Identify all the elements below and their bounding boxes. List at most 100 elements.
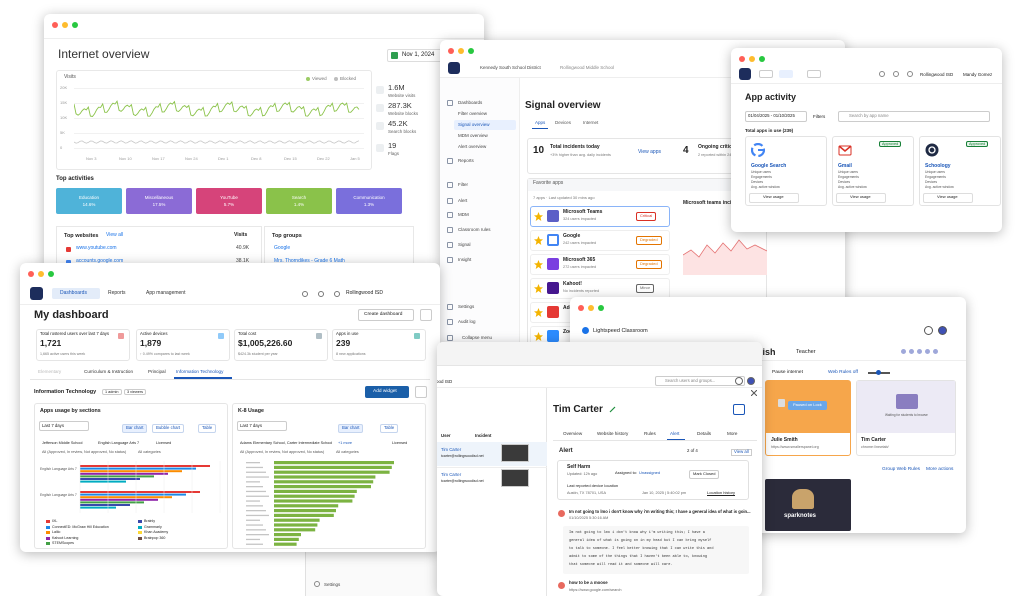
window-control[interactable] [759,56,765,62]
window-control[interactable] [458,48,464,54]
activity-tile[interactable] [336,188,402,214]
view-usage-button[interactable] [923,193,973,203]
nav-icon[interactable] [747,377,755,385]
tab[interactable]: Apps [535,120,546,125]
window-control[interactable] [448,48,454,54]
nav-icon[interactable] [807,70,821,78]
nav-item[interactable]: Alert overview [458,144,487,149]
view-toggle[interactable]: Bubble chart [152,424,185,433]
toolbar-icon[interactable] [879,71,885,77]
window-control[interactable] [52,22,58,28]
window-control[interactable] [72,22,78,28]
site-link[interactable]: accounts.google.com [76,258,124,264]
dashboard-tab[interactable]: Principal [148,369,166,374]
nav-item[interactable]: Classroom rules [458,227,491,232]
header-icon[interactable] [924,326,933,335]
create-button[interactable] [358,309,414,321]
activity-tile[interactable] [126,188,192,214]
nav-item[interactable]: MDM overview [458,133,488,138]
view-apps-link[interactable]: View apps [638,149,661,155]
nav-item[interactable]: Collapse menu [462,335,493,340]
view-usage-button[interactable] [749,193,799,203]
app-row[interactable] [530,254,670,275]
nav-item[interactable]: Alert [458,198,468,203]
user-row[interactable] [437,467,547,491]
student-card[interactable] [856,380,956,456]
nav-item[interactable]: Insight [458,257,472,262]
group-link[interactable]: Google [274,245,291,251]
window-control[interactable] [739,56,745,62]
nav-item[interactable]: Reports [458,158,474,163]
search-box[interactable] [838,111,990,122]
dashboard-tab[interactable]: Curriculum & Instruction [84,369,134,374]
nav-item[interactable]: Audit log [458,319,476,324]
location-history-link[interactable]: Location history [707,490,736,495]
app-card[interactable] [919,136,1001,206]
detail-tab[interactable]: Website history [597,431,629,436]
activity-tile[interactable] [196,188,262,214]
dashboard-tab[interactable]: Elementary [38,369,62,374]
mark-closed-button[interactable]: Mark Closed [689,470,720,479]
nav-item[interactable]: Filter overview [458,111,488,116]
toolbar-icon[interactable] [907,71,913,77]
tab[interactable]: Internet [583,120,599,125]
nav-item[interactable]: Signal overview [458,122,490,127]
toolbar-icon[interactable] [893,71,899,77]
web-rules-toggle[interactable]: Web Rules off [828,370,858,375]
assignee[interactable]: Unassigned [639,470,661,475]
app-card[interactable] [745,136,827,206]
app-row[interactable] [530,206,670,227]
detail-tab[interactable]: More [727,431,738,436]
nav-item[interactable]: Dashboards [60,290,87,296]
detail-tab[interactable]: Alert [670,431,680,436]
app-row[interactable] [530,230,670,251]
window-control[interactable] [588,305,594,311]
dashboard-tab[interactable]: Information Technology [176,369,224,374]
view-toggle[interactable]: Bar chart [338,424,364,433]
app-card[interactable] [832,136,914,206]
more-button[interactable] [420,309,432,321]
window-control[interactable] [468,48,474,54]
tab[interactable]: Devices [555,120,572,125]
window-control[interactable] [38,271,44,277]
window-control[interactable] [578,305,584,311]
detail-tab[interactable]: Details [697,431,712,436]
more-button[interactable] [733,404,745,415]
settings-link[interactable]: Settings [324,582,341,587]
nav-item[interactable]: Signal [458,242,471,247]
period-select[interactable] [39,421,89,431]
nav-item[interactable]: App management [146,290,186,296]
add-widget-button[interactable] [365,386,409,398]
window-control[interactable] [28,271,34,277]
pause-internet[interactable]: Pause internet [772,370,803,375]
nav-item[interactable]: Filter [458,182,468,187]
student-card[interactable] [765,380,851,456]
nav-icon[interactable] [735,377,743,385]
filters-button[interactable]: Filters [813,114,826,119]
period-select[interactable] [237,421,287,431]
view-toggle[interactable]: Table [380,424,399,433]
toolbar-icon[interactable] [318,291,324,297]
toolbar-icon[interactable] [334,291,340,297]
view-usage-button[interactable] [836,193,886,203]
nav-icon[interactable] [779,70,793,78]
search-box[interactable] [655,376,745,386]
nav-item[interactable]: Settings [458,304,475,309]
window-control[interactable] [598,305,604,311]
class-action[interactable]: More actions [926,467,954,472]
activity-tile[interactable] [266,188,332,214]
nav-icon[interactable] [759,70,773,78]
detail-tab[interactable]: Rules [644,431,656,436]
more-button[interactable] [415,386,427,398]
view-toggle[interactable]: Table [198,424,217,433]
window-control[interactable] [749,56,755,62]
class-action[interactable]: Group Web Rules [882,467,921,472]
window-control[interactable] [62,22,68,28]
view-toggle[interactable]: Bar chart [122,424,148,433]
group-link[interactable]: Mrs. Thorndikes - Grade 6 Math [274,258,345,264]
nav-item[interactable]: MDM [458,212,469,217]
activity-tile[interactable] [56,188,122,214]
date-range-box[interactable] [745,111,807,122]
header-icon[interactable] [938,326,947,335]
site-link[interactable]: www.youtube.com [76,245,117,251]
